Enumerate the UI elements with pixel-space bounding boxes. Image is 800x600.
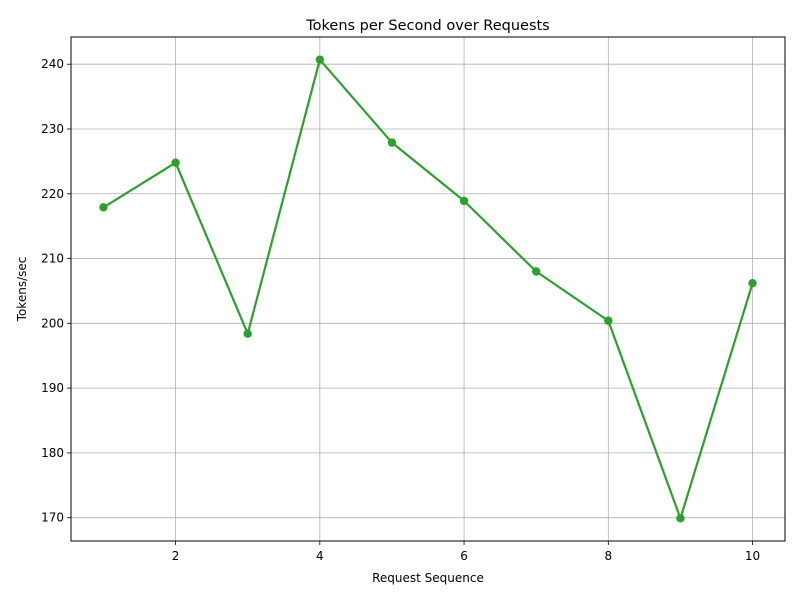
- y-axis-label: Tokens/sec: [15, 257, 29, 323]
- y-tick-label: 170: [41, 511, 64, 525]
- data-point: [243, 329, 252, 338]
- y-tick-label: 180: [41, 446, 64, 460]
- x-tick-label: 2: [172, 549, 180, 563]
- y-tick-label: 210: [41, 252, 64, 266]
- y-tick-label: 190: [41, 381, 64, 395]
- y-tick-label: 240: [41, 57, 64, 71]
- data-point: [171, 158, 180, 167]
- data-point: [748, 278, 757, 288]
- x-axis-label: Request Sequence: [372, 571, 484, 585]
- data-point: [459, 196, 469, 206]
- x-axis-ticks: 2 4 6 8 10: [172, 541, 760, 563]
- y-tick-label: 200: [41, 316, 64, 330]
- x-tick-label: 6: [460, 549, 468, 563]
- series-layer: [99, 55, 757, 523]
- data-point: [315, 55, 325, 64]
- x-tick-label: 4: [316, 549, 324, 563]
- grid-lines: [71, 37, 785, 541]
- data-point: [531, 267, 541, 276]
- data-point: [604, 316, 613, 325]
- plot-area-frame: [70, 36, 786, 542]
- x-tick-label: 8: [604, 549, 612, 563]
- data-point: [99, 203, 108, 212]
- y-tick-label: 230: [41, 122, 64, 136]
- x-tick-label: 10: [745, 549, 760, 563]
- y-axis-ticks: 170 180 190 200 210 220 230 240: [41, 57, 71, 525]
- chart-title: Tokens per Second over Requests: [305, 18, 549, 34]
- data-point: [676, 514, 685, 523]
- data-point: [387, 138, 397, 147]
- y-tick-label: 220: [41, 187, 64, 201]
- series-line: [102, 58, 754, 520]
